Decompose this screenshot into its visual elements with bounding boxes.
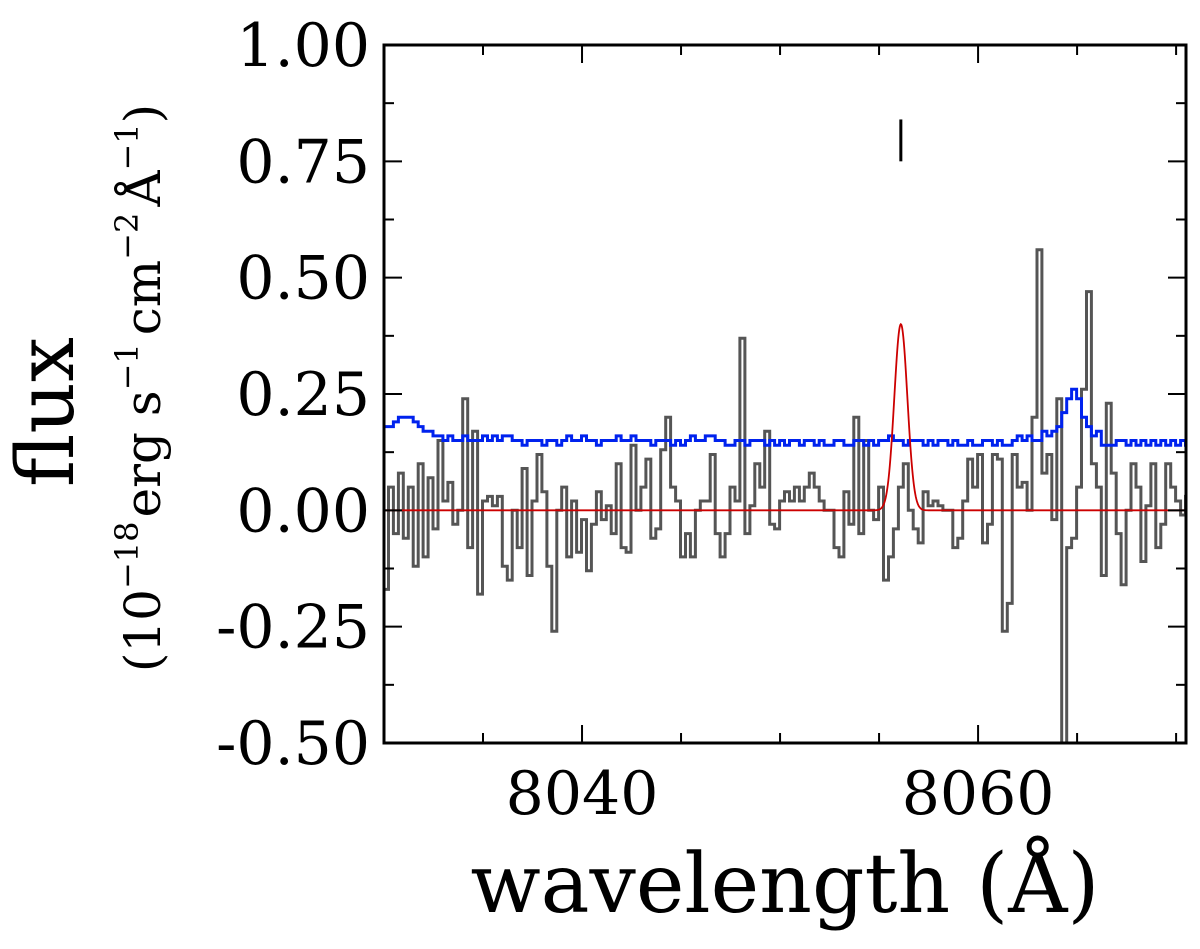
x-tick-labels: 8040 8060 (506, 759, 1055, 829)
y-tick-label: 0.00 (236, 476, 370, 546)
gaussian-fit-line (384, 322, 1186, 512)
plot-frame (382, 43, 1188, 745)
y-tick-labels: -0.50 -0.25 0.00 0.25 0.50 0.75 1.00 (216, 11, 370, 779)
y-tick-label: -0.50 (216, 709, 370, 779)
y-tick-label: 1.00 (236, 11, 370, 81)
y-tick-label: -0.25 (216, 593, 370, 663)
y-axis-title: flux (0, 337, 92, 487)
x-axis-title: wavelength (Å) (470, 835, 1099, 932)
noise-series-line (384, 387, 1186, 447)
y-tick-label: 0.50 (236, 244, 370, 314)
y-axis-units: (10−18erg s−1cm−2Å−1) (108, 104, 172, 672)
data-series-line (384, 248, 1186, 743)
y-tick-label: 0.75 (236, 127, 370, 197)
x-tick-label: 8060 (902, 759, 1055, 829)
y-tick-label: 0.25 (236, 360, 370, 430)
x-tick-label: 8040 (506, 759, 659, 829)
